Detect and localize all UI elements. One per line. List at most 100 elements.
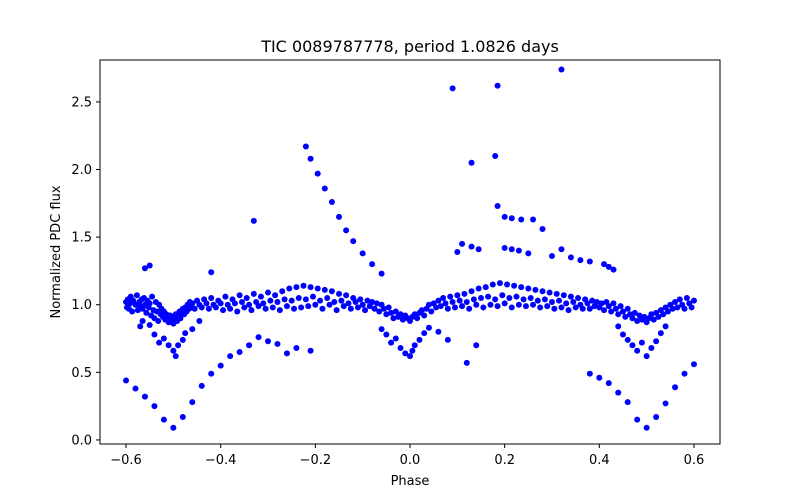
data-point [160, 335, 167, 342]
data-point [660, 311, 667, 318]
data-point [220, 307, 227, 314]
data-point [141, 393, 148, 400]
data-point [340, 303, 347, 310]
data-point [530, 301, 537, 308]
data-point [530, 216, 537, 223]
data-point [499, 292, 506, 299]
data-point [276, 307, 283, 314]
data-point [352, 299, 359, 306]
data-point [198, 304, 205, 311]
data-point [212, 304, 219, 311]
data-point [513, 293, 520, 300]
data-point [556, 297, 563, 304]
data-point [496, 280, 503, 287]
data-point [343, 227, 350, 234]
data-point [362, 307, 369, 314]
data-point [149, 293, 156, 300]
data-point [132, 385, 139, 392]
data-point [586, 258, 593, 265]
data-point [246, 342, 253, 349]
data-point [376, 308, 383, 315]
data-point [664, 308, 671, 315]
data-point [350, 238, 357, 245]
data-point [369, 299, 376, 306]
data-point [468, 243, 475, 250]
data-point [189, 399, 196, 406]
x-tick-label: 0.2 [494, 453, 515, 468]
data-point [506, 294, 513, 301]
data-point [570, 299, 577, 306]
data-point [314, 170, 321, 177]
data-point [676, 296, 683, 303]
data-point [274, 299, 281, 306]
data-point [267, 297, 274, 304]
data-point [520, 296, 527, 303]
data-point [548, 253, 555, 260]
data-point [586, 370, 593, 377]
data-point [241, 304, 248, 311]
x-tick-label: 0.6 [684, 453, 705, 468]
data-point [655, 313, 662, 320]
data-point [619, 308, 626, 315]
data-point [560, 292, 567, 299]
data-point [444, 336, 451, 343]
data-point [196, 317, 203, 324]
data-point [281, 296, 288, 303]
data-point [182, 330, 189, 337]
data-point [359, 301, 366, 308]
data-point [494, 82, 501, 89]
data-point [504, 281, 511, 288]
data-point [217, 300, 224, 307]
data-point [475, 246, 482, 253]
data-point [260, 300, 267, 307]
y-tick-label: 1.5 [71, 231, 92, 246]
x-axis-label: Phase [391, 474, 430, 489]
data-point [160, 416, 167, 423]
data-point [156, 339, 163, 346]
data-point [485, 293, 492, 300]
data-point [657, 330, 664, 337]
data-point [567, 254, 574, 261]
data-point [518, 216, 525, 223]
data-point [624, 336, 631, 343]
data-point [416, 336, 423, 343]
data-point [669, 305, 676, 312]
data-point [501, 244, 508, 251]
data-point [475, 285, 482, 292]
x-tick-label: −0.6 [110, 453, 142, 468]
data-point [378, 270, 385, 277]
data-point [662, 323, 669, 330]
chart-title: TIC 0089787778, period 1.0826 days [260, 37, 559, 56]
data-point [579, 305, 586, 312]
data-point [123, 377, 130, 384]
data-point [622, 313, 629, 320]
x-tick-label: −0.4 [205, 453, 237, 468]
data-point [629, 315, 636, 322]
data-point [283, 350, 290, 357]
data-point [539, 226, 546, 233]
data-point [338, 297, 345, 304]
data-point [515, 301, 522, 308]
data-points [123, 66, 697, 431]
data-point [463, 299, 470, 306]
data-point [177, 315, 184, 322]
data-point [418, 307, 425, 314]
data-point [298, 304, 305, 311]
data-point [170, 424, 177, 431]
data-point [146, 300, 153, 307]
data-point [565, 307, 572, 314]
data-point [508, 215, 515, 222]
data-point [378, 326, 385, 333]
data-point [444, 305, 451, 312]
y-tick-label: 2.5 [71, 95, 92, 110]
data-point [577, 257, 584, 264]
data-point [179, 413, 186, 420]
data-point [681, 305, 688, 312]
data-point [683, 294, 690, 301]
data-point [307, 284, 314, 291]
data-point [345, 300, 352, 307]
data-point [255, 334, 262, 341]
data-point [343, 292, 350, 299]
data-point [629, 342, 636, 349]
data-point [575, 294, 582, 301]
